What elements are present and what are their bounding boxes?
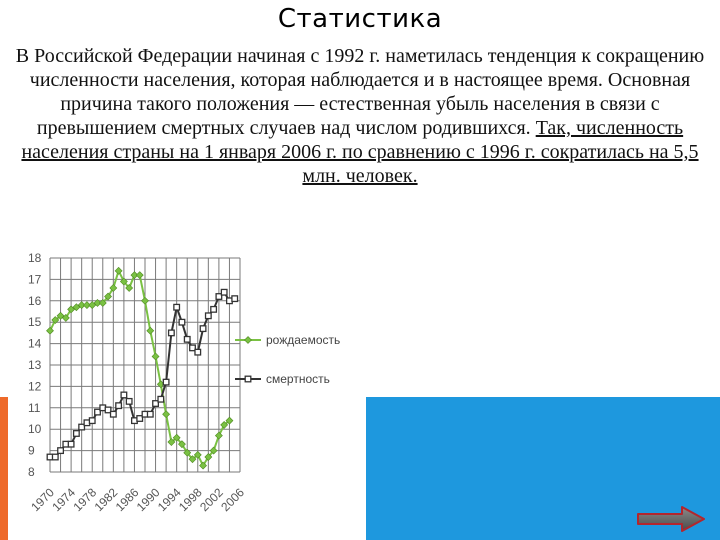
y-tick-label: 17	[28, 272, 42, 286]
body-paragraph: В Российской Федерации начиная с 1992 г.…	[10, 44, 710, 188]
legend-marker	[244, 336, 252, 344]
birth-rate-point	[61, 313, 70, 322]
birth-rate-point	[109, 284, 118, 292]
death-rate-point	[104, 406, 112, 414]
birth-rate-point	[183, 448, 192, 457]
birth-rate-point	[93, 299, 102, 307]
death-rate-point	[173, 303, 181, 311]
next-slide-button[interactable]	[636, 504, 706, 534]
death-rate-point	[88, 417, 96, 425]
legend-label: смертность	[266, 372, 330, 386]
y-tick-label: 9	[28, 444, 35, 458]
y-tick-label: 14	[28, 337, 42, 351]
paragraph-text: В Российской Федерации начиная с 1992 г.…	[15, 45, 705, 139]
y-tick-label: 18	[28, 251, 42, 265]
death-rate-point	[152, 400, 160, 407]
birth-rate-point	[209, 446, 218, 455]
birth-rate-point	[141, 296, 149, 305]
death-rate-point	[204, 312, 212, 320]
birth-rate-point	[130, 271, 139, 280]
death-rate-point	[94, 408, 101, 416]
birth-rate-point	[46, 326, 54, 335]
death-rate-point	[167, 329, 175, 337]
death-rate-point	[67, 440, 75, 448]
legend-marker	[244, 375, 252, 383]
birth-rate-point	[162, 410, 171, 419]
birth-rate-point	[151, 352, 160, 361]
x-tick-label: 2006	[218, 485, 247, 514]
birth-rate-point	[204, 453, 213, 461]
death-rate-point	[136, 415, 144, 422]
birth-rate-point	[77, 301, 86, 310]
birth-rate-point	[56, 311, 65, 320]
paragraph-underlined-text: Так, численность населения страны на 1 я…	[21, 117, 699, 187]
death-rate-point	[109, 410, 117, 418]
birth-rate-point	[51, 316, 60, 324]
death-rate-point	[199, 325, 207, 333]
death-rate-point	[231, 295, 239, 303]
birth-rate-point	[135, 271, 144, 280]
death-rate-point	[57, 447, 65, 455]
birth-rate-point	[225, 416, 234, 425]
y-tick-label: 11	[28, 401, 41, 415]
birth-rate-point	[104, 292, 112, 301]
birth-rate-point	[172, 433, 181, 442]
orange-accent-bar	[0, 397, 8, 540]
birth-rate-point	[83, 301, 91, 310]
death-rate-point	[215, 293, 223, 300]
birth-rate-point	[114, 266, 123, 275]
birth-rate-point	[125, 284, 134, 292]
birth-rate-point	[167, 438, 176, 446]
y-tick-label: 8	[28, 465, 35, 479]
death-rate-point	[210, 305, 218, 313]
birth-rate-point	[193, 450, 202, 459]
death-rate-point	[189, 344, 196, 352]
death-rate-point	[115, 402, 123, 410]
death-rate-point	[162, 378, 170, 386]
y-tick-label: 16	[28, 294, 42, 308]
death-rate-point	[183, 335, 191, 343]
death-rate-point	[72, 430, 80, 437]
birth-rate-point	[146, 326, 155, 335]
death-rate-point	[194, 348, 202, 356]
y-tick-label: 13	[28, 358, 42, 372]
legend-label: рождаемость	[266, 333, 340, 347]
death-rate-point	[125, 397, 133, 405]
death-rate-point	[51, 453, 59, 461]
population-line-chart: 8910111213141516171819701974197819821986…	[28, 251, 340, 514]
death-rate-point	[178, 318, 186, 326]
y-tick-label: 15	[28, 315, 42, 329]
birth-rate-point	[220, 420, 229, 429]
birth-rate-point	[178, 440, 186, 449]
death-rate-point	[220, 288, 228, 296]
death-rate-point	[120, 391, 128, 399]
birth-rate-point	[199, 461, 207, 470]
death-rate-point	[157, 395, 165, 403]
birth-rate-point	[214, 431, 223, 440]
slide-title: Статистика	[277, 4, 443, 34]
birth-rate-point	[119, 277, 128, 286]
death-rate-point	[146, 410, 154, 418]
y-tick-label: 12	[28, 379, 42, 393]
right-arrow-icon	[637, 506, 705, 532]
death-rate-point	[78, 423, 86, 431]
birth-rate-point	[98, 299, 107, 307]
birth-rate-point	[188, 455, 197, 464]
y-tick-label: 10	[28, 422, 42, 436]
